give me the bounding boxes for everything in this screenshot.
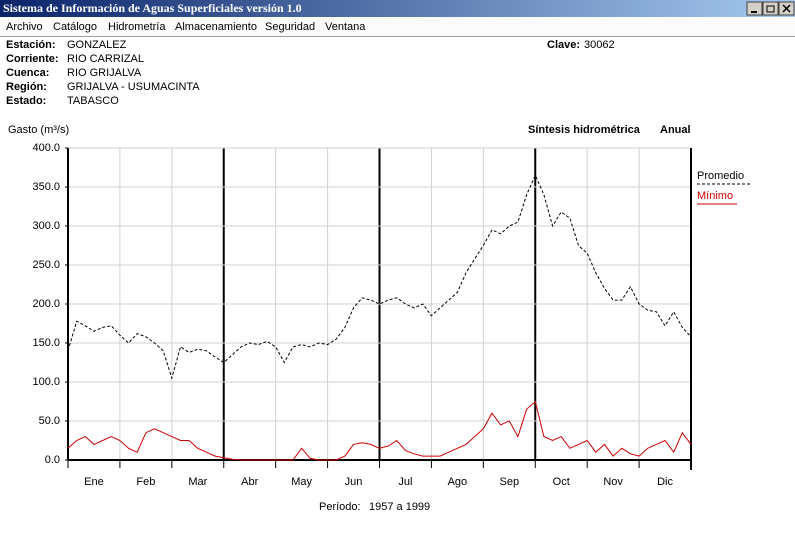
field-label: Clave:	[547, 39, 580, 51]
field-value: 30062	[584, 39, 615, 51]
x-tick-label: Nov	[603, 476, 623, 488]
x-tick-label: Oct	[553, 476, 570, 488]
y-tick-label: 100.0	[32, 376, 60, 388]
y-tick-label: 200.0	[32, 298, 60, 310]
x-tick-label: Dic	[657, 476, 673, 488]
menu-item[interactable]: Seguridad	[265, 21, 315, 33]
field-label: Región:	[6, 81, 47, 93]
menu-bar	[0, 17, 795, 36]
x-tick-label: Abr	[241, 476, 258, 488]
x-tick-label: Mar	[188, 476, 207, 488]
title-bar	[0, 0, 795, 17]
legend-label: Mínimo	[697, 190, 733, 202]
menu-item[interactable]: Catálogo	[53, 21, 97, 33]
x-tick-label: Ene	[84, 476, 104, 488]
field-value: RIO GRIJALVA	[67, 67, 142, 79]
y-axis-label: Gasto (m³/s)	[8, 124, 69, 136]
menu-item[interactable]: Almacenamiento	[175, 21, 257, 33]
field-value: RIO CARRIZAL	[67, 53, 144, 65]
period-value: 1957 a 1999	[369, 501, 430, 513]
chart-subtitle: Anual	[660, 124, 691, 136]
chart-title: Síntesis hidrométrica	[528, 124, 641, 136]
x-tick-label: Feb	[136, 476, 155, 488]
x-tick-label: Ago	[448, 476, 468, 488]
menu-item[interactable]: Hidrometría	[108, 21, 166, 33]
field-label: Estado:	[6, 95, 46, 107]
field-label: Cuenca:	[6, 67, 49, 79]
window-title: Sistema de Información de Aguas Superfic…	[3, 1, 302, 15]
field-label: Estación:	[6, 39, 56, 51]
y-tick-label: 400.0	[32, 142, 60, 154]
minimize-button[interactable]	[746, 1, 763, 16]
field-value: TABASCO	[67, 95, 119, 107]
period-label: Período:	[319, 501, 361, 513]
y-tick-label: 50.0	[39, 415, 60, 427]
y-tick-label: 0.0	[45, 454, 60, 466]
menu-item[interactable]: Archivo	[6, 21, 43, 33]
x-tick-label: May	[291, 476, 312, 488]
data-line	[67, 400, 692, 461]
x-tick-label: Jul	[398, 476, 412, 488]
window-buttons[interactable]	[746, 1, 795, 16]
x-tick-label: Sep	[500, 476, 520, 488]
y-tick-label: 350.0	[32, 181, 60, 193]
menu-item[interactable]: Ventana	[325, 21, 366, 33]
y-tick-label: 250.0	[32, 259, 60, 271]
field-label: Corriente:	[6, 53, 59, 65]
restore-button[interactable]	[762, 1, 779, 16]
legend-label: Promedio	[697, 170, 744, 182]
field-value: GONZALEZ	[67, 39, 127, 51]
data-line	[67, 174, 692, 380]
field-value: GRIJALVA - USUMACINTA	[67, 81, 200, 93]
y-tick-label: 300.0	[32, 220, 60, 232]
x-tick-label: Jun	[345, 476, 363, 488]
y-tick-label: 150.0	[32, 337, 60, 349]
